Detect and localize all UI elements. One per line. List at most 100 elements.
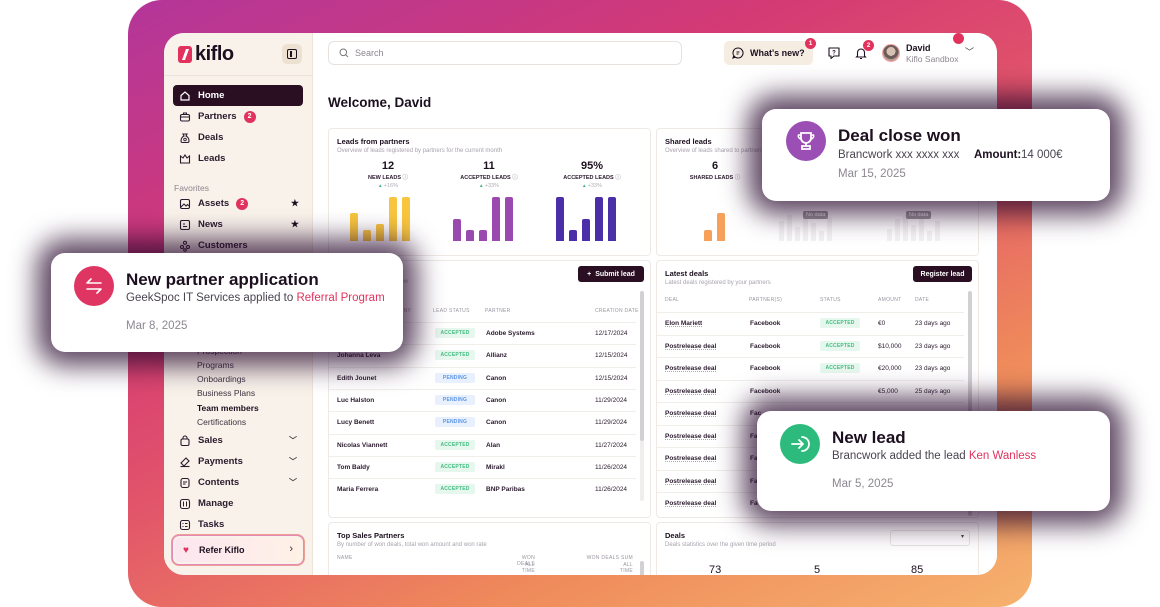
notifications-button[interactable] [853, 45, 869, 61]
kpi-value: 11 [483, 160, 495, 172]
table-row[interactable]: Nicolas Viannett ACCEPTED Alan 11/27/2024 [329, 433, 636, 456]
kpi-value: 6 [711, 160, 719, 172]
table-row[interactable]: Postrelease deal Fac [657, 402, 964, 424]
table-row[interactable]: Maria Ferrera ACCEPTED BNP Paribas 11/26/20… [329, 478, 636, 500]
crown-icon [179, 153, 191, 165]
payment-icon [179, 456, 191, 468]
chevron-down-icon[interactable]: ﹀ [965, 47, 975, 57]
whats-new-button[interactable]: What's new? [724, 41, 813, 65]
deal-name[interactable]: Postrelease deal [665, 500, 717, 507]
chevron-right-icon: › [289, 543, 293, 555]
table-row[interactable]: ACCEPTED Adobe Systems 12/17/2024 [329, 322, 636, 344]
sidebar-item-leads[interactable]: Leads [173, 148, 303, 169]
sidebar-subitem-business-plans[interactable]: Business Plans [197, 388, 256, 398]
submit-lead-button[interactable]: + Submit lead [578, 266, 644, 282]
sidebar-item-partners[interactable]: Partners 2 [173, 106, 303, 127]
status-badge: PENDING [435, 372, 475, 383]
chevron-down-icon[interactable]: ﹀ [289, 478, 297, 487]
panel-subtitle: Deals statistics over the given time per… [665, 542, 776, 548]
sidebar-item-news[interactable]: News ★ [173, 214, 303, 235]
sidebar-item-manage[interactable]: Manage [173, 493, 303, 514]
lead-name[interactable]: Edith Jounet [337, 374, 377, 382]
chevron-down-icon[interactable]: ﹀ [289, 436, 297, 445]
sidebar-item-tasks[interactable]: Tasks [173, 514, 303, 535]
deal-name[interactable]: Postrelease deal [665, 342, 717, 350]
sidebar-subitem-team-members[interactable]: Team members [197, 403, 259, 413]
time-period-select[interactable] [890, 530, 970, 546]
partner-name: Mirakl [486, 463, 505, 471]
table-row[interactable]: Tom Baldy ACCEPTED Mirakl 11/26/2024 [329, 455, 636, 478]
panel-subtitle: low [399, 279, 409, 285]
deal-name[interactable]: Postrelease deal [665, 410, 717, 417]
leads-from-partners-panel: Leads from partners Overview of leads re… [328, 128, 651, 256]
sidebar-item-label: Manage [198, 498, 234, 509]
swap-arrows-icon [74, 266, 114, 306]
deal-name[interactable]: Postrelease deal [665, 455, 717, 462]
sidebar-item-assets[interactable]: Assets 2 ★ [173, 193, 303, 214]
help-button[interactable]: ? [826, 45, 842, 61]
lead-name[interactable]: Tom Baldy [337, 463, 370, 471]
deal-name[interactable]: Postrelease deal [665, 432, 717, 440]
lead-name[interactable]: Lucy Benett [337, 419, 375, 427]
refer-kiflo-button[interactable]: ♥ Refer Kiflo › [173, 536, 303, 564]
table-row[interactable]: Elon Mariett Facebook ACCEPTED €0 23 days ag… [657, 312, 964, 334]
sidebar-subitem-onboardings[interactable]: Onboardings [197, 374, 246, 384]
panel-title: Top Sales Partners [337, 531, 405, 540]
status-badge: ACCEPTED [820, 340, 860, 351]
lead-name[interactable]: Nicolas Viannett [337, 441, 388, 449]
deal-date: 23 days ago [915, 320, 951, 327]
table-row[interactable]: Lucy Benett PENDING Canon 11/29/2024 [329, 411, 636, 433]
deal-name[interactable]: Postrelease deal [665, 365, 717, 372]
lead-name[interactable]: Johanna Leva [337, 352, 381, 360]
table-row[interactable]: Edith Jounet PENDING Canon 12/15/2024 [329, 366, 636, 389]
table-row[interactable]: Postrelease deal Facebook ACCEPTED €20,000 2… [657, 357, 964, 379]
deal-name[interactable]: Elon Mariett [665, 320, 703, 327]
table-row[interactable]: Postrelease deal Facebook €5,000 25 days ag… [657, 379, 964, 402]
star-icon[interactable]: ★ [290, 219, 299, 229]
star-icon[interactable]: ★ [290, 198, 299, 208]
sidebar-subitem-certifications[interactable]: Certifications [197, 417, 247, 427]
sidebar-item-label: Leads [198, 153, 226, 164]
lead-link[interactable]: Ken Wanless [968, 450, 1037, 462]
table-row[interactable]: Luc Halston PENDING Canon 11/29/2024 [329, 388, 636, 411]
scrollbar[interactable] [640, 291, 644, 441]
notification-new-partner-application[interactable]: New partner application GeekSpoc IT Serv… [51, 253, 403, 352]
chevron-down-icon[interactable]: ﹀ [289, 457, 297, 466]
notification-new-lead[interactable]: New lead Brancwork added the lead Ken Wa… [757, 411, 1110, 511]
scrollbar[interactable] [968, 291, 972, 516]
kpi-change: +33% [547, 183, 637, 189]
sidebar-item-contents[interactable]: Contents ﹀ [173, 472, 303, 493]
deal-name[interactable]: Postrelease deal [665, 387, 717, 395]
count-badge: 2 [243, 110, 256, 123]
chart-bar [704, 230, 712, 241]
sidebar-item-home[interactable]: Home [173, 85, 303, 106]
sidebar-item-payments[interactable]: Payments ﹀ [173, 451, 303, 472]
sidebar-item-sales[interactable]: Sales ﹀ [173, 430, 303, 451]
register-lead-button[interactable]: Register lead [913, 266, 972, 282]
sidebar-item-deals[interactable]: Deals [173, 127, 303, 148]
sidebar-subitem-programs[interactable]: Programs [197, 360, 234, 370]
kiflo-logo[interactable]: kiflo [178, 43, 234, 66]
deal-date: 23 days ago [915, 365, 951, 372]
amount-label: Amount: [974, 149, 1022, 161]
button-label: Submit lead [595, 270, 635, 278]
deal-name[interactable]: Postrelease deal [665, 477, 717, 485]
lead-name[interactable]: Maria Ferrera [337, 486, 379, 494]
stat-value: 5 [814, 564, 821, 575]
kpi-change: +33% [444, 183, 534, 189]
notification-date: Mar 8, 2025 [126, 320, 188, 332]
program-link[interactable]: Referral Program [296, 292, 385, 304]
chart-bar [376, 224, 384, 241]
table-row[interactable]: Johanna Leva ACCEPTED Allianz 12/15/2024 [329, 344, 636, 366]
search-input[interactable]: Search [328, 41, 682, 65]
lead-name[interactable]: Luc Halston [337, 396, 375, 404]
collapse-sidebar-button[interactable] [282, 44, 302, 64]
avatar[interactable] [882, 44, 900, 62]
table-row[interactable]: Postrelease deal Facebook ACCEPTED $10,000 2… [657, 334, 964, 357]
notification-deal-close-won[interactable]: Deal close won Brancwork xxx xxxx xxx Am… [762, 109, 1110, 201]
creation-date: 11/27/2024 [595, 441, 628, 449]
sidebar-item-customers[interactable]: Customers [173, 235, 303, 256]
scrollbar[interactable] [640, 561, 644, 575]
partner-name: Allianz [486, 352, 507, 360]
column-subheader: ALL TIME [619, 562, 633, 574]
